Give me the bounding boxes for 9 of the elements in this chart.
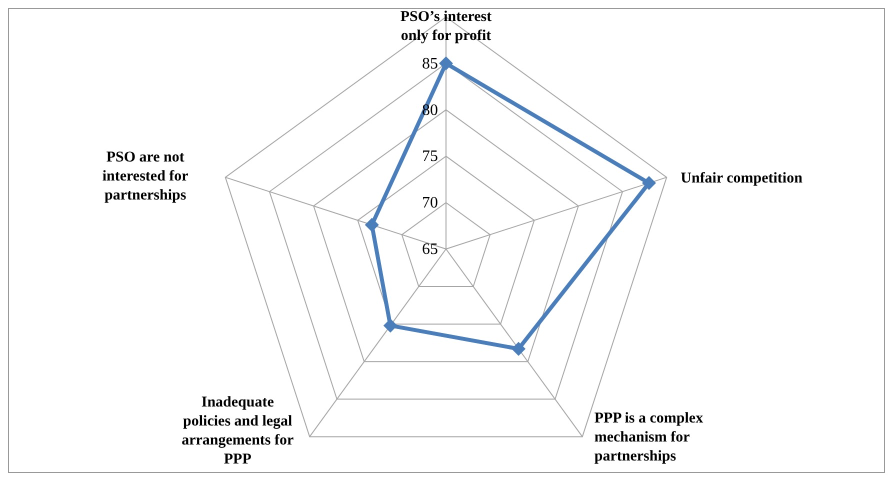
spoke-label: PPP is a complex mechanism for partnerships <box>594 410 704 465</box>
y-tick-label: 85 <box>422 55 438 72</box>
spoke-label: PSO are not interested for partnerships <box>102 149 189 204</box>
spoke-label: Unfair competition <box>680 170 804 186</box>
y-tick-label: 75 <box>422 148 438 166</box>
y-tick-label: 65 <box>422 241 438 258</box>
spoke-label: Inadequate policies and legal arrangements for PPP <box>182 394 294 468</box>
spoke-label: PSO’s interest only for profit <box>400 9 492 44</box>
y-tick-label: 70 <box>422 194 438 212</box>
